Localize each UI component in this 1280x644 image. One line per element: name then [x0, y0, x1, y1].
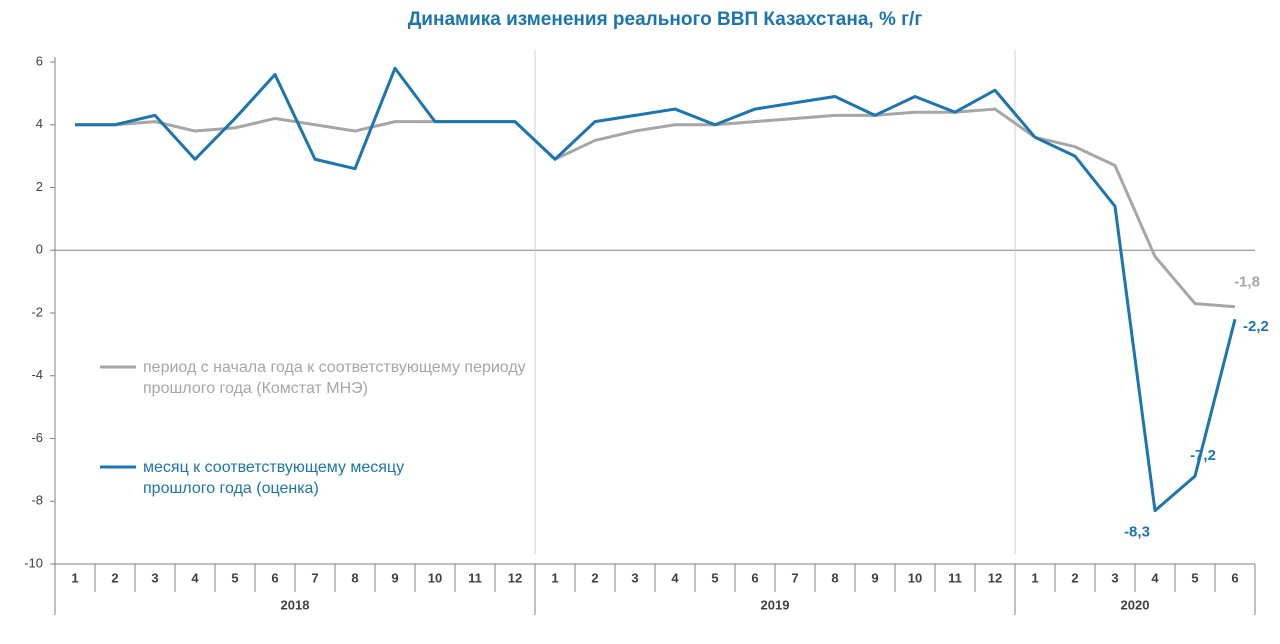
x-tick-label: 10 — [908, 570, 922, 585]
x-tick-label: 10 — [428, 570, 442, 585]
y-tick-label: -8 — [31, 493, 43, 508]
y-tick-label: 4 — [36, 116, 43, 131]
x-tick-label: 6 — [1231, 570, 1238, 585]
x-group-label: 2018 — [281, 597, 310, 612]
data-label: -1,8 — [1234, 274, 1260, 291]
x-group-label: 2020 — [1121, 597, 1150, 612]
series-line — [75, 107, 1236, 309]
x-tick-label: 2 — [1071, 570, 1078, 585]
x-tick-label: 3 — [1111, 570, 1118, 585]
x-tick-label: 4 — [671, 570, 679, 585]
x-tick-label: 12 — [988, 570, 1002, 585]
x-tick-label: 4 — [191, 570, 199, 585]
x-tick-label: 9 — [871, 570, 878, 585]
chart-title: Динамика изменения реального ВВП Казахст… — [408, 9, 923, 30]
legend-label: период с начала года к соответствующему … — [143, 359, 526, 397]
y-tick-label: -4 — [31, 367, 43, 382]
x-tick-label: 1 — [71, 570, 78, 585]
y-tick-label: 0 — [36, 242, 43, 257]
x-tick-label: 11 — [948, 570, 962, 585]
x-tick-label: 8 — [351, 570, 358, 585]
y-tick-label: 6 — [36, 53, 43, 68]
x-tick-label: 7 — [791, 570, 798, 585]
y-tick-label: -10 — [24, 555, 43, 570]
x-tick-label: 1 — [1031, 570, 1038, 585]
x-tick-label: 6 — [751, 570, 758, 585]
x-tick-label: 7 — [311, 570, 318, 585]
x-tick-label: 5 — [231, 570, 238, 585]
data-label: -8,3 — [1124, 524, 1150, 541]
x-tick-label: 3 — [631, 570, 638, 585]
x-tick-label: 11 — [468, 570, 482, 585]
data-label: -7,2 — [1190, 447, 1216, 464]
x-tick-label: 12 — [508, 570, 522, 585]
legend-label: месяц к соответствующему месяцу прошлого… — [143, 459, 405, 497]
y-tick-label: -6 — [31, 430, 43, 445]
x-tick-label: 6 — [271, 570, 278, 585]
series-line — [75, 66, 1237, 513]
data-label: -2,2 — [1243, 318, 1269, 335]
x-group-label: 2019 — [761, 597, 790, 612]
x-tick-label: 5 — [1191, 570, 1198, 585]
x-tick-label: 2 — [111, 570, 118, 585]
x-tick-label: 1 — [551, 570, 558, 585]
x-tick-label: 2 — [591, 570, 598, 585]
x-tick-label: 8 — [831, 570, 838, 585]
x-tick-label: 3 — [151, 570, 158, 585]
y-tick-label: -2 — [31, 304, 43, 319]
y-tick-label: 2 — [36, 179, 43, 194]
x-tick-label: 9 — [391, 570, 398, 585]
x-tick-label: 4 — [1151, 570, 1159, 585]
x-tick-label: 5 — [711, 570, 718, 585]
